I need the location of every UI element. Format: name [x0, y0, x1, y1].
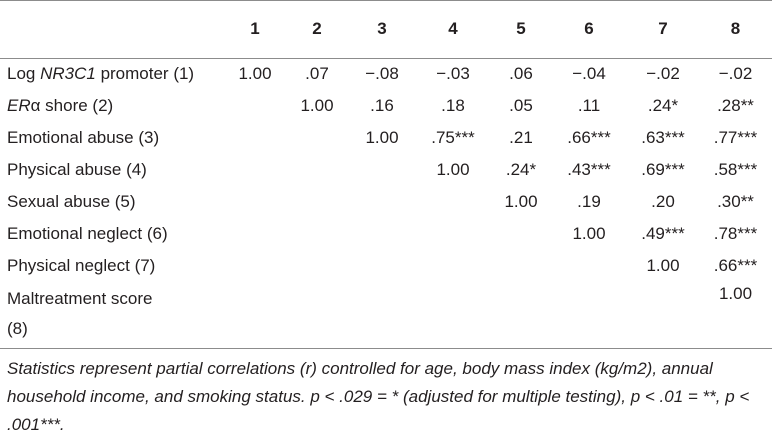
table-cell — [285, 250, 349, 282]
table-top-rule — [0, 0, 772, 1]
table-cell: .21 — [509, 128, 533, 147]
table-cell — [225, 154, 285, 186]
table-cell — [225, 218, 285, 250]
table-cell — [285, 186, 349, 218]
table-cell — [415, 186, 491, 218]
table-row: Physical neglect (7) 1.00 .66*** — [0, 250, 772, 282]
header-cell: 2 — [312, 18, 322, 38]
table-cell: .19 — [577, 192, 601, 211]
table-cell: −.04 — [572, 64, 606, 84]
table-cell — [551, 282, 627, 346]
row-label: Sexual abuse (5) — [7, 192, 136, 211]
table-row: Emotional neglect (6) 1.00 .49*** .78*** — [0, 218, 772, 250]
table-cell: .28** — [717, 96, 754, 115]
table-cell: 1.00 — [436, 160, 470, 179]
table-cell: .30** — [717, 192, 754, 211]
table-cell: .11 — [577, 96, 601, 115]
table-cell: .05 — [509, 96, 533, 115]
table-cell: −.03 — [436, 64, 470, 84]
table-cell: .18 — [441, 96, 465, 115]
table-cell — [491, 282, 551, 346]
table-cell: 1.00 — [504, 192, 538, 211]
table-row: Sexual abuse (5) 1.00 .19 .20 .30** — [0, 186, 772, 218]
table-cell — [285, 218, 349, 250]
row-label: Maltreatment score (8) — [7, 289, 153, 338]
table-cell: −.02 — [646, 64, 680, 84]
table-row: Emotional abuse (3) 1.00 .75*** .21 .66*… — [0, 122, 772, 154]
table-footnote: Statistics represent partial correlation… — [7, 359, 750, 434]
table-cell: .58*** — [713, 160, 758, 179]
header-row: 1 2 3 4 5 6 7 8 — [0, 0, 772, 58]
table-cell: .66*** — [713, 256, 758, 275]
header-cell: 4 — [448, 18, 458, 38]
row-label: Emotional abuse (3) — [7, 128, 160, 147]
table-row: Maltreatment score (8) 1.00 — [0, 282, 772, 346]
table-cell: .63*** — [641, 128, 685, 147]
table-cell: .75*** — [431, 128, 475, 147]
row-label: Log NR3C1 promoter (1) — [7, 64, 195, 84]
table-row: Log NR3C1 promoter (1) 1.00 .07 −.08 −.0… — [0, 58, 772, 90]
table-cell — [225, 122, 285, 154]
table-cell: .06 — [509, 64, 533, 84]
table-cell — [491, 250, 551, 282]
table-cell — [225, 186, 285, 218]
row-label: Physical abuse (4) — [7, 160, 147, 179]
table-cell — [349, 186, 415, 218]
row-label: Physical neglect (7) — [7, 256, 156, 275]
table-cell — [225, 282, 285, 346]
row-label: ERα shore (2) — [7, 96, 114, 115]
table-cell: 1.00 — [300, 96, 334, 115]
table-cell: .66*** — [567, 128, 611, 147]
table-cell — [349, 250, 415, 282]
table-cell: .07 — [305, 64, 329, 84]
header-cell: 7 — [658, 18, 668, 38]
table-cell: .43*** — [567, 160, 611, 179]
table-cell: −.08 — [365, 64, 399, 84]
table-cell: 1.00 — [718, 284, 753, 303]
table-cell: .24* — [505, 160, 537, 179]
header-cell: 3 — [377, 18, 387, 38]
header-cell: 5 — [516, 18, 526, 38]
header-cell: 8 — [730, 18, 741, 38]
table-cell — [225, 90, 285, 122]
table-cell: 1.00 — [365, 128, 399, 147]
correlation-table: 1 2 3 4 5 6 7 8 Log NR3C1 promoter (1) 1… — [0, 0, 772, 346]
table-cell: .24* — [647, 96, 679, 115]
table-cell: .20 — [651, 192, 675, 211]
table-cell: 1.00 — [572, 224, 606, 243]
table-cell — [349, 154, 415, 186]
header-cell: 6 — [584, 18, 594, 38]
table-cell — [349, 218, 415, 250]
table-cell: 1.00 — [238, 64, 272, 84]
table-cell: .16 — [370, 96, 394, 115]
table-cell: .77*** — [713, 128, 758, 147]
header-cell-label — [0, 0, 225, 58]
table-cell: −.02 — [718, 64, 753, 84]
table-cell — [627, 282, 699, 346]
table-cell: 1.00 — [646, 256, 680, 275]
table-cell — [491, 218, 551, 250]
table-cell — [225, 250, 285, 282]
table-cell — [415, 250, 491, 282]
table-cell: .78*** — [713, 224, 758, 243]
table-cell — [415, 218, 491, 250]
table-cell — [285, 122, 349, 154]
table-cell — [285, 154, 349, 186]
correlation-table-container: 1 2 3 4 5 6 7 8 Log NR3C1 promoter (1) 1… — [0, 0, 772, 346]
table-row: ERα shore (2) 1.00 .16 .18 .05 .11 .24* … — [0, 90, 772, 122]
table-bottom-rule — [0, 348, 772, 349]
table-cell: .49*** — [641, 224, 685, 243]
table-cell — [551, 250, 627, 282]
table-cell — [349, 282, 415, 346]
row-label: Emotional neglect (6) — [7, 224, 168, 243]
table-cell: .69*** — [641, 160, 685, 179]
header-cell: 1 — [250, 18, 260, 38]
table-row: Physical abuse (4) 1.00 .24* .43*** .69*… — [0, 154, 772, 186]
table-cell — [285, 282, 349, 346]
table-cell — [415, 282, 491, 346]
